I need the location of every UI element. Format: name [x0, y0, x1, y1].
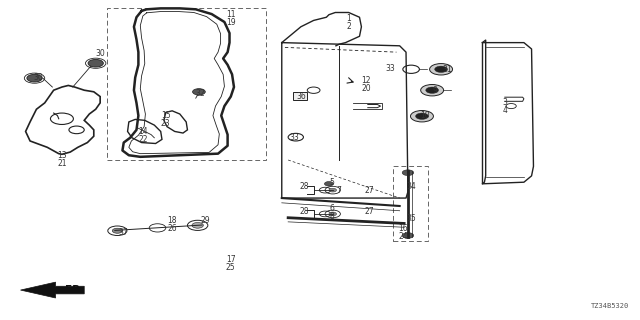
Text: 9: 9 [432, 86, 437, 95]
Text: 7: 7 [337, 186, 342, 195]
Text: 19: 19 [226, 18, 236, 27]
Text: 37: 37 [119, 228, 129, 237]
Text: 11: 11 [226, 10, 236, 19]
Text: 27: 27 [364, 207, 374, 216]
Circle shape [402, 233, 413, 238]
Text: 24: 24 [398, 232, 408, 241]
Circle shape [329, 188, 337, 192]
Text: 28: 28 [300, 182, 310, 191]
Bar [394, 166, 428, 241]
Circle shape [329, 212, 337, 216]
Bar [293, 92, 307, 100]
Text: 28: 28 [300, 207, 310, 216]
Circle shape [324, 181, 333, 186]
Text: 31: 31 [443, 65, 452, 74]
Circle shape [112, 228, 122, 233]
Text: 36: 36 [296, 92, 306, 101]
Text: 33: 33 [385, 63, 395, 73]
Circle shape [415, 113, 428, 119]
Text: 5: 5 [329, 178, 334, 187]
Circle shape [193, 89, 205, 95]
Text: 2: 2 [346, 22, 351, 31]
Text: 14: 14 [138, 127, 148, 136]
Text: 18: 18 [168, 216, 177, 225]
Text: 10: 10 [420, 111, 430, 120]
Circle shape [429, 64, 452, 75]
Circle shape [420, 84, 444, 96]
Text: 29: 29 [200, 216, 210, 225]
Bar [106, 8, 266, 160]
Circle shape [410, 110, 433, 122]
Polygon shape [20, 282, 84, 298]
Circle shape [426, 87, 438, 93]
Text: 30: 30 [33, 73, 44, 82]
Circle shape [27, 74, 42, 82]
Text: 30: 30 [95, 49, 105, 58]
Text: 35: 35 [407, 214, 417, 223]
Text: 33: 33 [290, 133, 300, 142]
Text: 20: 20 [361, 84, 371, 93]
Circle shape [435, 66, 447, 72]
Text: 34: 34 [407, 182, 417, 191]
Text: 25: 25 [226, 263, 236, 272]
Text: 26: 26 [167, 224, 177, 233]
Text: TZ34B5320: TZ34B5320 [591, 303, 629, 309]
Text: 3: 3 [502, 99, 508, 108]
Circle shape [192, 222, 204, 228]
Text: 4: 4 [502, 106, 508, 115]
Circle shape [88, 60, 103, 67]
Text: 22: 22 [138, 135, 148, 144]
Text: 27: 27 [364, 186, 374, 195]
Text: 21: 21 [57, 159, 67, 168]
Text: 23: 23 [161, 119, 171, 128]
Text: 6: 6 [329, 204, 334, 213]
Text: 16: 16 [398, 224, 408, 233]
Text: 15: 15 [161, 111, 171, 120]
Text: 17: 17 [226, 255, 236, 264]
Text: FR.: FR. [65, 285, 84, 295]
Circle shape [402, 170, 413, 176]
Text: 8: 8 [329, 212, 334, 221]
Text: 12: 12 [361, 76, 371, 85]
Text: 13: 13 [57, 151, 67, 160]
Text: 1: 1 [346, 14, 351, 23]
Text: 32: 32 [195, 89, 205, 98]
